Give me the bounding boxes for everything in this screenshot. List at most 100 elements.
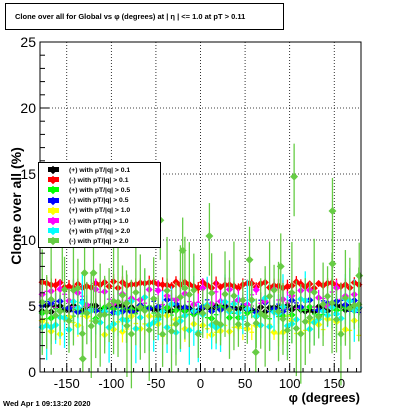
data-point: [265, 292, 274, 300]
legend-entry: (+) with pT/|q| > 0.5: [39, 185, 160, 195]
data-point: [270, 328, 278, 336]
data-point: [154, 311, 162, 319]
x-tick-label: -150: [54, 376, 80, 391]
legend-marker: [39, 216, 69, 226]
x-tick-label: 150: [323, 376, 345, 391]
outlier-point: [276, 262, 285, 271]
x-tick-label: -50: [147, 376, 166, 391]
legend-entry: (-) with pT/|q| > 2.0: [39, 236, 160, 246]
data-point: [47, 295, 55, 304]
data-point: [136, 303, 144, 311]
data-point: [203, 302, 211, 311]
outlier-point: [355, 271, 364, 280]
outlier-point: [78, 354, 87, 363]
x-axis-label: φ (degrees): [289, 390, 360, 405]
legend-entry: (-) with pT/|q| > 0.5: [39, 196, 160, 206]
legend-entry: (-) with pT/|q| > 1.0: [39, 216, 160, 226]
legend-label: (-) with pT/|q| > 0.1: [69, 176, 129, 184]
data-point: [199, 284, 207, 292]
legend: (+) with pT/|q| > 0.1 (-) with pT/|q| > 0…: [38, 162, 161, 248]
data-point: [323, 292, 332, 300]
legend-entry: (+) with pT/|q| > 2.0: [39, 226, 160, 236]
data-point: [207, 289, 216, 297]
data-point: [234, 320, 243, 328]
data-point: [145, 326, 153, 334]
data-point: [87, 322, 95, 330]
data-point: [158, 330, 167, 338]
data-point: [270, 286, 278, 294]
data-point: [127, 330, 136, 338]
chart-title: Clone over all for Global vs φ (degrees)…: [5, 3, 284, 30]
data-point: [346, 304, 354, 313]
data-point: [252, 286, 260, 294]
data-point: [56, 307, 64, 316]
legend-label: (+) with pT/|q| > 0.1: [69, 166, 131, 174]
legend-label: (-) with pT/|q| > 2.0: [69, 237, 129, 245]
timestamp: Wed Apr 1 09:13:20 2020: [3, 399, 91, 408]
legend-label: (-) with pT/|q| > 0.5: [69, 197, 129, 205]
legend-marker: [39, 206, 69, 216]
data-point: [199, 309, 207, 317]
data-point: [243, 320, 251, 329]
data-point: [341, 294, 350, 302]
data-point: [167, 327, 176, 335]
legend-label: (+) with pT/|q| > 1.0: [69, 207, 131, 215]
x-tick-label: 100: [279, 376, 301, 391]
legend-marker: [39, 236, 69, 246]
data-point: [337, 330, 345, 338]
data-point: [154, 286, 162, 295]
data-point: [105, 301, 113, 309]
legend-marker: [39, 185, 69, 195]
data-point: [96, 311, 104, 319]
data-point: [51, 311, 60, 320]
data-point: [297, 330, 305, 338]
data-point: [319, 300, 327, 308]
y-tick-label: 15: [20, 166, 36, 182]
data-point: [172, 320, 180, 328]
outlier-point: [328, 207, 337, 215]
y-axis-label: Clone over all (%): [8, 147, 24, 264]
data-point: [239, 296, 247, 304]
data-point: [190, 286, 198, 294]
data-point: [163, 286, 171, 295]
legend-entry: (-) with pT/|q| > 0.1: [39, 175, 160, 185]
data-point: [332, 315, 341, 324]
data-point: [257, 309, 265, 318]
data-point: [150, 295, 158, 303]
data-point: [314, 313, 323, 321]
data-point: [158, 280, 167, 289]
outlier-point: [290, 172, 299, 181]
legend-marker: [39, 226, 69, 236]
outlier-point: [178, 246, 187, 255]
data-point: [261, 312, 269, 321]
data-point: [221, 290, 229, 298]
outlier-point: [328, 259, 337, 268]
x-tick-label: 0: [197, 376, 204, 391]
legend-marker: [39, 165, 69, 175]
data-point: [176, 293, 185, 301]
legend-label: (-) with pT/|q| > 1.0: [69, 217, 129, 225]
data-point: [167, 282, 176, 290]
data-point: [283, 326, 292, 334]
series-7: [38, 235, 363, 389]
outlier-point: [122, 299, 131, 308]
legend-marker: [39, 175, 69, 185]
x-tick-label: -100: [98, 376, 124, 391]
data-point: [92, 317, 100, 326]
legend-marker: [39, 196, 69, 206]
data-point: [274, 307, 283, 316]
data-point: [310, 288, 318, 296]
data-point: [60, 285, 69, 294]
axes: -150 -100 -50 0 50 100 150 0 5 10 15 20 25: [20, 34, 358, 391]
data-point: [43, 308, 51, 316]
data-point: [288, 289, 296, 297]
outlier-point: [251, 348, 260, 357]
data-point: [118, 291, 127, 299]
y-tick-label: 25: [20, 34, 36, 50]
data-point: [292, 324, 301, 333]
legend-entry: (+) with pT/|q| > 1.0: [39, 206, 160, 216]
legend-label: (+) with pT/|q| > 0.5: [69, 186, 131, 194]
legend-entry: (+) with pT/|q| > 0.1: [39, 165, 160, 175]
data-layer: [38, 143, 364, 389]
